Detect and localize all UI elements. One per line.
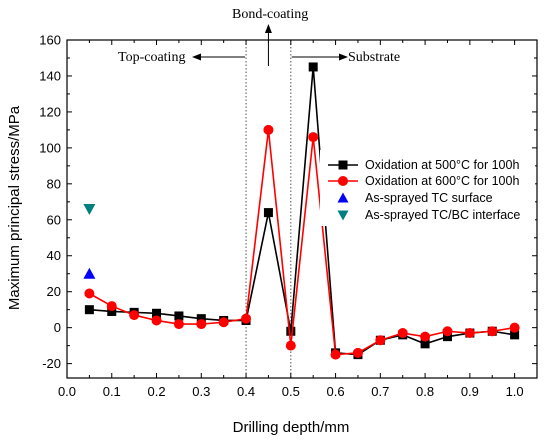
data-point bbox=[107, 306, 117, 316]
data-point bbox=[308, 132, 319, 143]
x-tick-label: 0.6 bbox=[327, 384, 345, 399]
legend-symbols bbox=[328, 160, 358, 221]
y-tick-label: 20 bbox=[47, 284, 61, 299]
y-tick-label: 0 bbox=[54, 320, 61, 335]
top-coating-arrowhead bbox=[192, 53, 201, 61]
substrate-label: Substrate bbox=[348, 50, 400, 65]
data-point bbox=[218, 317, 229, 328]
legend: Oxidation at 500°C for 100h Oxidation at… bbox=[320, 150, 535, 226]
y-tick-label: -20 bbox=[42, 356, 61, 371]
data-point bbox=[420, 331, 431, 342]
data-point bbox=[196, 319, 207, 330]
data-point bbox=[442, 332, 452, 342]
region-divider-lines bbox=[245, 40, 292, 378]
data-point bbox=[196, 314, 206, 324]
x-tick-label: 0.5 bbox=[282, 384, 300, 399]
legend-marker bbox=[337, 210, 349, 221]
data-point bbox=[129, 310, 140, 321]
data-point bbox=[286, 326, 296, 336]
x-tick-label: 0.0 bbox=[58, 384, 76, 399]
data-point bbox=[330, 349, 341, 360]
data-point bbox=[464, 328, 475, 339]
legend-label-500: Oxidation at 500°C for 100h bbox=[365, 158, 519, 172]
data-point bbox=[263, 124, 274, 135]
data-point bbox=[420, 339, 430, 349]
data-point bbox=[509, 322, 520, 333]
x-tick-label: 0.4 bbox=[237, 384, 255, 399]
data-point bbox=[152, 308, 162, 318]
plot-frame bbox=[66, 39, 538, 379]
data-point bbox=[263, 208, 273, 218]
data-point bbox=[487, 326, 498, 337]
bond-coating-arrowhead bbox=[264, 24, 272, 33]
data-point bbox=[308, 62, 318, 72]
legend-label-600: Oxidation at 600°C for 100h bbox=[365, 174, 519, 188]
x-tick-label: 0.8 bbox=[416, 384, 434, 399]
x-axis-label: Drilling depth/mm bbox=[233, 419, 350, 436]
y-tick-label: 60 bbox=[47, 212, 61, 227]
substrate-arrowhead bbox=[339, 53, 348, 61]
series-1 bbox=[84, 124, 520, 360]
y-tick-label: 100 bbox=[39, 140, 61, 155]
data-point bbox=[285, 340, 296, 351]
y-tick-label: 40 bbox=[47, 248, 61, 263]
data-point bbox=[173, 319, 184, 330]
y-tick-label: 120 bbox=[39, 104, 61, 119]
data-point bbox=[151, 315, 162, 326]
data-point bbox=[106, 301, 117, 312]
bond-coating-label: Bond-coating bbox=[232, 7, 308, 22]
x-tick-label: 1.0 bbox=[506, 384, 524, 399]
top-coating-label: Top-coating bbox=[118, 50, 185, 65]
data-point bbox=[84, 288, 95, 299]
y-tick-label: 160 bbox=[39, 33, 61, 48]
x-tick-label: 0.2 bbox=[147, 384, 165, 399]
data-point bbox=[510, 330, 520, 340]
legend-marker bbox=[338, 160, 348, 170]
data-point bbox=[375, 335, 386, 346]
legend-marker bbox=[337, 192, 349, 203]
series-layer bbox=[83, 62, 520, 360]
data-point bbox=[397, 328, 408, 339]
legend-label-tc-bc-interface: As-sprayed TC/BC interface bbox=[365, 208, 520, 222]
data-point bbox=[174, 311, 184, 321]
x-tick-label: 0.7 bbox=[371, 384, 389, 399]
data-point bbox=[442, 326, 453, 337]
x-tick-label: 0.1 bbox=[103, 384, 121, 399]
region-annotations: Top-coating Bond-coating Substrate bbox=[118, 7, 400, 66]
single-point-1 bbox=[83, 204, 96, 215]
x-tick-label: 0.3 bbox=[192, 384, 210, 399]
y-axis-label: Maximum principal stress/MPa bbox=[6, 105, 23, 310]
x-tick-label: 0.9 bbox=[461, 384, 479, 399]
legend-label-tc-surface: As-sprayed TC surface bbox=[365, 191, 493, 205]
data-point bbox=[84, 305, 94, 315]
y-tick-label: 140 bbox=[39, 68, 61, 83]
y-tick-label: 80 bbox=[47, 176, 61, 191]
legend-marker bbox=[338, 176, 348, 186]
data-point bbox=[352, 347, 363, 358]
legend-box bbox=[320, 150, 535, 226]
single-point-0 bbox=[83, 267, 96, 279]
data-point bbox=[241, 313, 252, 324]
